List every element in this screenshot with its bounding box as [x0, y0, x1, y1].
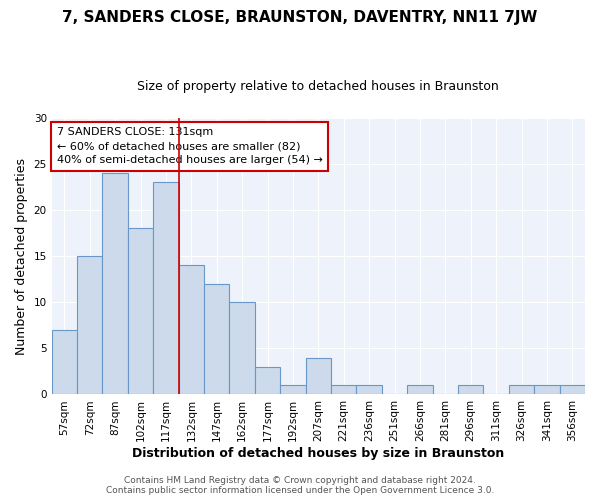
Bar: [204, 284, 229, 395]
Bar: [128, 228, 153, 394]
Bar: [407, 385, 433, 394]
Title: Size of property relative to detached houses in Braunston: Size of property relative to detached ho…: [137, 80, 499, 93]
Bar: [280, 385, 305, 394]
Bar: [52, 330, 77, 394]
Bar: [458, 385, 484, 394]
X-axis label: Distribution of detached houses by size in Braunston: Distribution of detached houses by size …: [132, 447, 505, 460]
Bar: [255, 367, 280, 394]
Text: Contains HM Land Registry data © Crown copyright and database right 2024.
Contai: Contains HM Land Registry data © Crown c…: [106, 476, 494, 495]
Text: 7 SANDERS CLOSE: 131sqm
← 60% of detached houses are smaller (82)
40% of semi-de: 7 SANDERS CLOSE: 131sqm ← 60% of detache…: [57, 128, 323, 166]
Bar: [356, 385, 382, 394]
Bar: [103, 173, 128, 394]
Bar: [331, 385, 356, 394]
Bar: [77, 256, 103, 394]
Bar: [305, 358, 331, 395]
Bar: [229, 302, 255, 394]
Text: 7, SANDERS CLOSE, BRAUNSTON, DAVENTRY, NN11 7JW: 7, SANDERS CLOSE, BRAUNSTON, DAVENTRY, N…: [62, 10, 538, 25]
Bar: [509, 385, 534, 394]
Bar: [534, 385, 560, 394]
Bar: [153, 182, 179, 394]
Y-axis label: Number of detached properties: Number of detached properties: [15, 158, 28, 354]
Bar: [179, 266, 204, 394]
Bar: [560, 385, 585, 394]
